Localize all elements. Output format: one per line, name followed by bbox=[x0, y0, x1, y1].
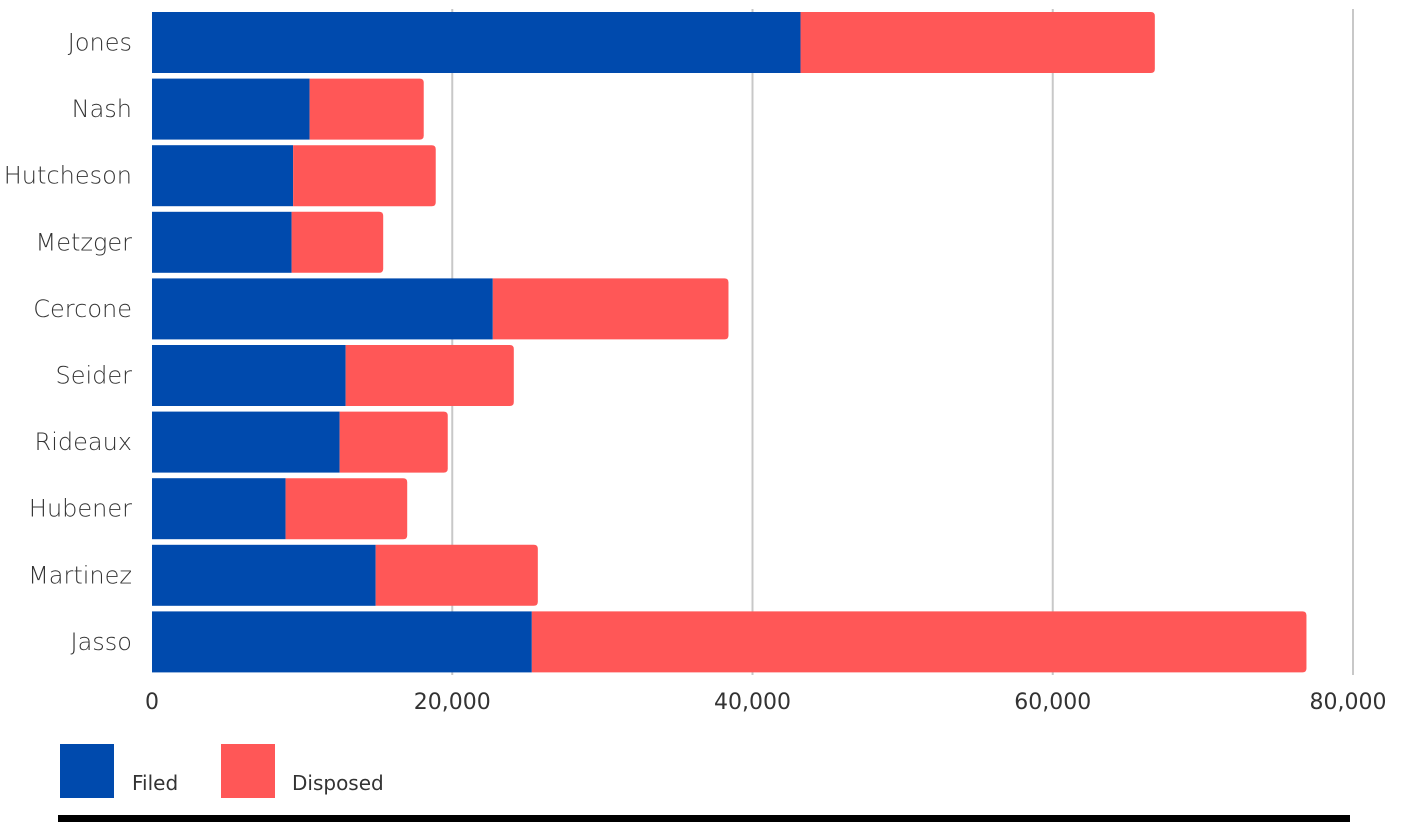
bar-rideaux-filed[interactable] bbox=[152, 411, 340, 473]
bar-jones-filed[interactable] bbox=[152, 12, 801, 73]
legend-swatch-disposed[interactable] bbox=[221, 744, 275, 798]
category-label-nash: Nash bbox=[72, 95, 132, 123]
bar-seider-disposed[interactable] bbox=[345, 345, 514, 406]
category-label-hubener: Hubener bbox=[29, 495, 132, 523]
bottom-divider bbox=[58, 815, 1350, 822]
legend: Filed Disposed bbox=[60, 744, 384, 798]
category-label-jones: Jones bbox=[68, 29, 132, 57]
bar-martinez-disposed[interactable] bbox=[375, 544, 538, 606]
x-tick-label-1: 20,000 bbox=[414, 690, 491, 715]
bar-jones-disposed[interactable] bbox=[800, 12, 1155, 73]
category-label-seider: Seider bbox=[55, 362, 132, 390]
bar-nash-filed[interactable] bbox=[152, 78, 310, 140]
bar-hubener-filed[interactable] bbox=[152, 478, 286, 540]
x-tick-label-4: 80,000 bbox=[1310, 690, 1387, 715]
bar-cercone-filed[interactable] bbox=[152, 278, 493, 340]
category-label-hutcheson: Hutcheson bbox=[4, 162, 132, 190]
category-labels: Jones Nash Hutcheson Metzger Cercone Seider Ri… bbox=[4, 29, 132, 656]
bar-martinez-filed[interactable] bbox=[152, 544, 376, 606]
bar-nash-disposed[interactable] bbox=[309, 78, 424, 140]
category-label-rideaux: Rideaux bbox=[35, 428, 132, 456]
category-label-cercone: Cercone bbox=[33, 295, 132, 323]
bar-hutcheson-filed[interactable] bbox=[152, 145, 294, 207]
legend-label-disposed: Disposed bbox=[292, 771, 384, 795]
bar-hubener-disposed[interactable] bbox=[285, 478, 408, 540]
category-label-jasso: Jasso bbox=[71, 628, 132, 656]
x-tick-label-0: 0 bbox=[145, 690, 159, 715]
x-axis-ticks: 0 20,000 40,000 60,000 80,000 bbox=[145, 690, 1386, 715]
bar-hutcheson-disposed[interactable] bbox=[293, 145, 436, 207]
category-label-martinez: Martinez bbox=[28, 561, 132, 589]
legend-swatch-filed[interactable] bbox=[60, 744, 114, 798]
bar-metzger-disposed[interactable] bbox=[291, 211, 384, 273]
legend-label-filed: Filed bbox=[132, 771, 178, 795]
x-tick-label-3: 60,000 bbox=[1014, 690, 1091, 715]
bar-rideaux-disposed[interactable] bbox=[339, 411, 448, 473]
bar-jasso-disposed[interactable] bbox=[531, 611, 1307, 673]
bar-seider-filed[interactable] bbox=[152, 345, 346, 406]
category-label-metzger: Metzger bbox=[35, 228, 132, 256]
bars bbox=[152, 12, 1307, 673]
bar-metzger-filed[interactable] bbox=[152, 211, 292, 273]
x-tick-label-2: 40,000 bbox=[714, 690, 791, 715]
bar-cercone-disposed[interactable] bbox=[492, 278, 729, 340]
bar-jasso-filed[interactable] bbox=[152, 611, 532, 673]
gridlines bbox=[451, 9, 1354, 675]
